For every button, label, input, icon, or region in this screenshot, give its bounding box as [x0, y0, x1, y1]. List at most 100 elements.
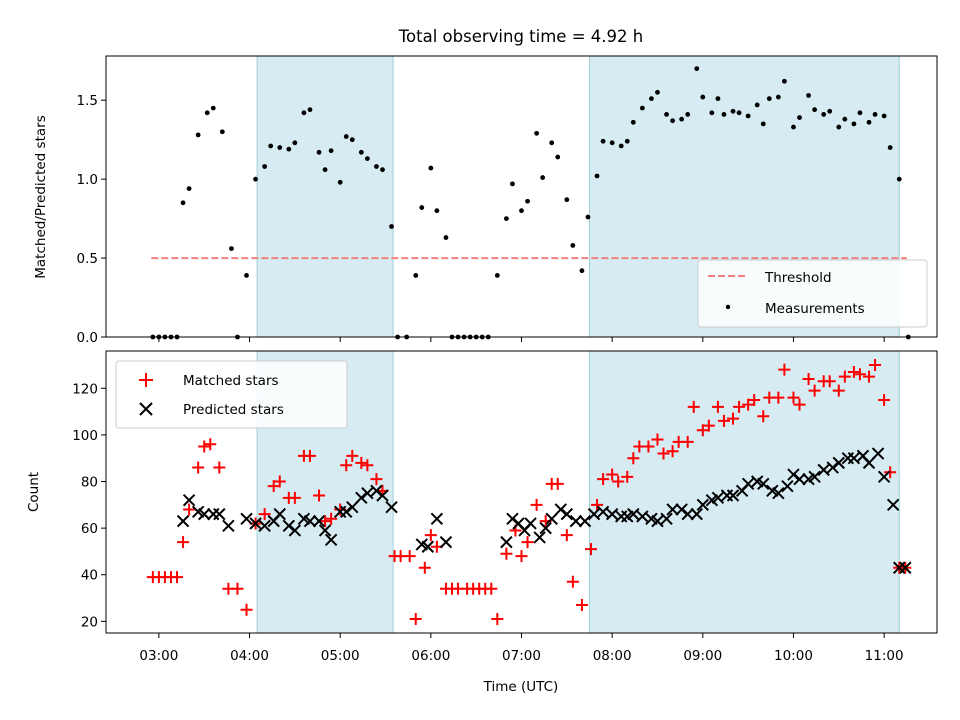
predicted-stars-point: [578, 514, 592, 528]
chart-title: Total observing time = 4.92 h: [398, 27, 643, 46]
measurement-point: [316, 149, 322, 155]
measurement-point: [730, 108, 736, 114]
measurement-point: [842, 116, 848, 122]
x-tick-label: 04:00: [230, 648, 269, 664]
ratio-legend-box: [697, 259, 928, 328]
predicted-stars-point: [249, 517, 262, 530]
counts-legend: Matched stars Predicted stars: [115, 360, 348, 429]
ratio-y-tick-label: 1.0: [77, 172, 98, 188]
predicted-stars-point: [596, 505, 610, 519]
matched-stars-point: [267, 480, 280, 493]
matched-stars-point: [500, 547, 513, 560]
predicted-stars-point: [711, 491, 725, 505]
matched-stars-point: [231, 582, 244, 595]
predicted-stars-point: [627, 507, 640, 521]
measurement-point: [694, 66, 700, 72]
measurement-point: [857, 110, 863, 116]
measurement-point: [760, 121, 766, 127]
measurement-point: [851, 121, 857, 127]
measurement-point: [286, 146, 292, 152]
predicted-stars-point: [303, 514, 317, 528]
matched-stars-point: [303, 449, 316, 462]
measurement-point: [380, 167, 385, 173]
counts-panel: 20 40 60 80 100 120 03:00 04:00 05:00 06:00 07:00 0…: [26, 350, 938, 695]
predicted-stars-point: [500, 535, 513, 549]
measurement-point: [413, 273, 419, 278]
matched-stars-point: [566, 575, 579, 588]
predicted-stars-point: [324, 533, 338, 546]
x-tick-label: 03:00: [139, 648, 178, 664]
predicted-stars-point: [318, 524, 332, 537]
measurement-point: [443, 235, 449, 240]
matched-stars-point: [515, 550, 528, 563]
ratio-y-tick-label: 1.5: [77, 93, 98, 109]
predicted-stars-point: [726, 489, 740, 502]
measurement-point: [349, 137, 355, 143]
matched-stars-point: [340, 459, 353, 472]
matched-stars-point: [838, 370, 851, 383]
measurement-point: [745, 113, 751, 119]
measurement-point: [292, 140, 298, 146]
matched-stars-point: [742, 398, 755, 411]
predicted-stars-point: [385, 500, 398, 514]
measurement-point: [301, 110, 307, 116]
measurement-point: [564, 197, 570, 203]
matched-stars-point: [597, 473, 610, 486]
measurement-point: [827, 108, 833, 114]
measurement-point: [328, 148, 334, 154]
counts-legend-box: [115, 360, 348, 429]
predicted-stars-point: [361, 486, 374, 500]
ratio-legend: Threshold Measurements: [697, 259, 928, 328]
measurement-point: [775, 94, 781, 100]
matched-stars-point: [273, 475, 286, 488]
matched-stars-point: [325, 512, 338, 525]
measurement-point: [736, 110, 742, 116]
measurement-point: [630, 119, 636, 125]
counts-y-tick-label: 100: [72, 428, 98, 444]
matched-stars-point: [313, 489, 326, 502]
matched-stars-point: [198, 440, 211, 453]
predicted-stars-point: [847, 451, 861, 465]
measurement-point: [549, 140, 555, 146]
counts-y-tick-label: 20: [81, 614, 98, 630]
measurement-point: [585, 214, 591, 220]
predicted-legend-marker: [139, 402, 153, 416]
ratio-axes-frame: [105, 55, 938, 338]
predicted-stars-point: [817, 463, 830, 477]
matched-stars-point: [204, 438, 217, 451]
measurement-point: [685, 112, 691, 117]
measurement-point: [806, 93, 811, 98]
matched-stars-point: [727, 412, 740, 425]
predicted-stars-point: [781, 479, 794, 493]
predicted-stars-point: [545, 512, 558, 526]
matched-stars-point: [606, 468, 619, 481]
predicted-stars-point: [605, 507, 619, 521]
predicted-stars-point: [793, 472, 806, 486]
matched-stars-point: [591, 498, 604, 511]
measurement-point: [836, 124, 842, 130]
measurement-point: [872, 112, 878, 117]
matched-stars-point: [642, 440, 655, 453]
predicted-stars-point: [182, 493, 196, 507]
matched-stars-point: [560, 529, 573, 542]
predicted-stars-point: [288, 524, 302, 537]
measurement-point: [649, 96, 654, 102]
ratio-shaded-interval: [256, 55, 394, 338]
matched-stars-point: [748, 393, 761, 406]
matched-stars-point: [627, 452, 640, 465]
predicted-stars-point: [886, 498, 900, 512]
measurement-point: [887, 145, 893, 150]
predicted-stars-point: [176, 514, 190, 528]
x-tick-label: 07:00: [502, 648, 541, 664]
matched-stars-point: [847, 365, 860, 378]
measurement-point: [322, 167, 328, 173]
matched-stars-point: [772, 391, 785, 404]
measurement-point: [307, 107, 313, 113]
matched-stars-point: [711, 400, 724, 413]
measurement-point: [525, 198, 530, 204]
measurement-point: [503, 216, 509, 222]
matched-stars-point: [403, 550, 416, 563]
x-tick-label: 05:00: [321, 648, 360, 664]
matched-stars-point: [869, 358, 882, 371]
predicted-stars-point: [871, 447, 885, 460]
